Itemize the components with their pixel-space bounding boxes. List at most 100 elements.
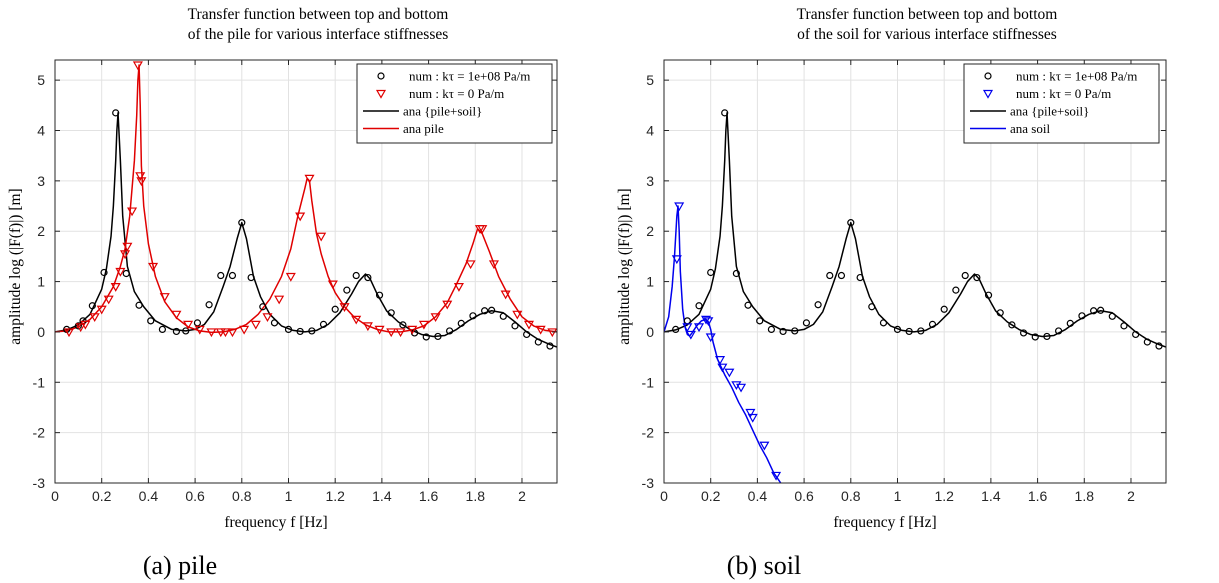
data-point [364,273,372,282]
y-tick-label: -3 [642,475,655,491]
data-point [122,269,130,278]
x-tick-label: 0.2 [92,488,112,504]
data-point [717,363,728,373]
data-point [250,320,261,330]
data-point [837,271,846,280]
data-point [296,327,304,336]
y-tick-label: 4 [37,123,45,139]
data-point [499,312,507,320]
data-point [442,300,453,310]
data-point [375,291,384,299]
data-point [961,271,969,280]
legend-label: num : kτ = 1e+08 Pa/m [409,69,530,84]
data-point [1043,332,1051,341]
data-point [512,310,523,320]
y-tick-label: -2 [33,425,46,441]
legend-label: ana pile [403,121,444,136]
data-point [327,280,338,290]
data-point [122,242,133,252]
series-group [664,109,1166,483]
x-tick-label: 1.2 [934,488,954,504]
y-tick-label: 1 [37,274,45,290]
chart-soil: 0 0.2 0.4 0.6 0.8 1 1.2 1.4 1.6 1.8 2 -3 -2 -1 0 1 2 3 4 5 T… [616,6,1167,531]
caption-pile: (a) pile [142,551,218,580]
data-point [879,319,888,327]
data-point [457,319,465,327]
data-point [183,320,194,330]
data-point [546,342,554,350]
x-tick-label: 1.6 [1028,488,1048,504]
axes-frame [54,59,558,484]
data-point [120,250,131,260]
y-tick-label: 0 [646,324,654,340]
data-point [110,283,121,292]
data-point [127,207,138,217]
x-tick-label: 1 [285,488,293,504]
data-point [331,305,339,313]
data-point [89,313,100,323]
data-point [270,319,279,327]
data-point [682,323,693,333]
x-tick-label: 0.8 [232,488,252,504]
data-point [767,325,776,334]
y-tick-label: -1 [642,374,655,390]
data-point [407,325,418,335]
data-point [671,255,682,265]
x-tick-label: 1.4 [372,488,392,504]
data-point [826,271,834,280]
y-tick-label: 5 [37,72,45,88]
data-point [469,312,477,320]
data-point [703,317,714,327]
data-point [523,330,531,339]
data-point [940,305,948,313]
data-point [194,325,205,335]
data-point [523,320,535,330]
y-tick-label: 1 [646,274,654,290]
x-tick-label: 2 [1127,488,1135,504]
y-tick-label: -1 [33,374,46,390]
x-tick-label: 2 [518,488,526,504]
chart-title: Transfer function between top and bottom [797,6,1058,23]
series-group [55,61,557,350]
chart-title: of the soil for various interface stiffn… [797,26,1057,43]
data-point [1090,307,1098,315]
data-point [695,302,703,310]
series-line [664,205,782,483]
data-point [135,172,146,182]
data-point [159,293,170,302]
x-tick-label: 1 [894,488,902,504]
y-tick-label: 2 [37,223,45,239]
data-point [856,273,864,282]
chart-title: of the pile for various interface stiffn… [188,26,449,43]
data-point [1078,312,1086,320]
data-point [115,267,126,277]
y-tick-label: 3 [37,173,45,189]
y-tick-label: 0 [37,324,45,340]
data-point [952,286,960,294]
x-tick-label: 0.8 [841,488,861,504]
x-axis-label: frequency f [Hz] [833,514,936,531]
data-point [917,327,925,335]
data-point [352,271,360,280]
data-point [1155,342,1163,350]
data-point [747,413,758,423]
data-point [868,303,876,311]
data-point [1008,321,1016,329]
data-point [731,381,742,391]
data-point [399,321,407,329]
data-point [814,301,822,309]
y-tick-label: 3 [646,173,654,189]
data-point [422,333,430,341]
data-point [136,177,147,187]
legend-label: num : kτ = 0 Pa/m [409,86,504,101]
data-point [973,273,981,282]
data-point [721,109,729,117]
data-point [445,327,454,335]
data-point [511,322,519,330]
data-point [1019,329,1028,337]
data-point [847,219,855,227]
data-point [771,471,782,481]
x-tick-label: 1.4 [981,488,1001,504]
data-point [488,260,499,270]
data-point [172,327,181,336]
